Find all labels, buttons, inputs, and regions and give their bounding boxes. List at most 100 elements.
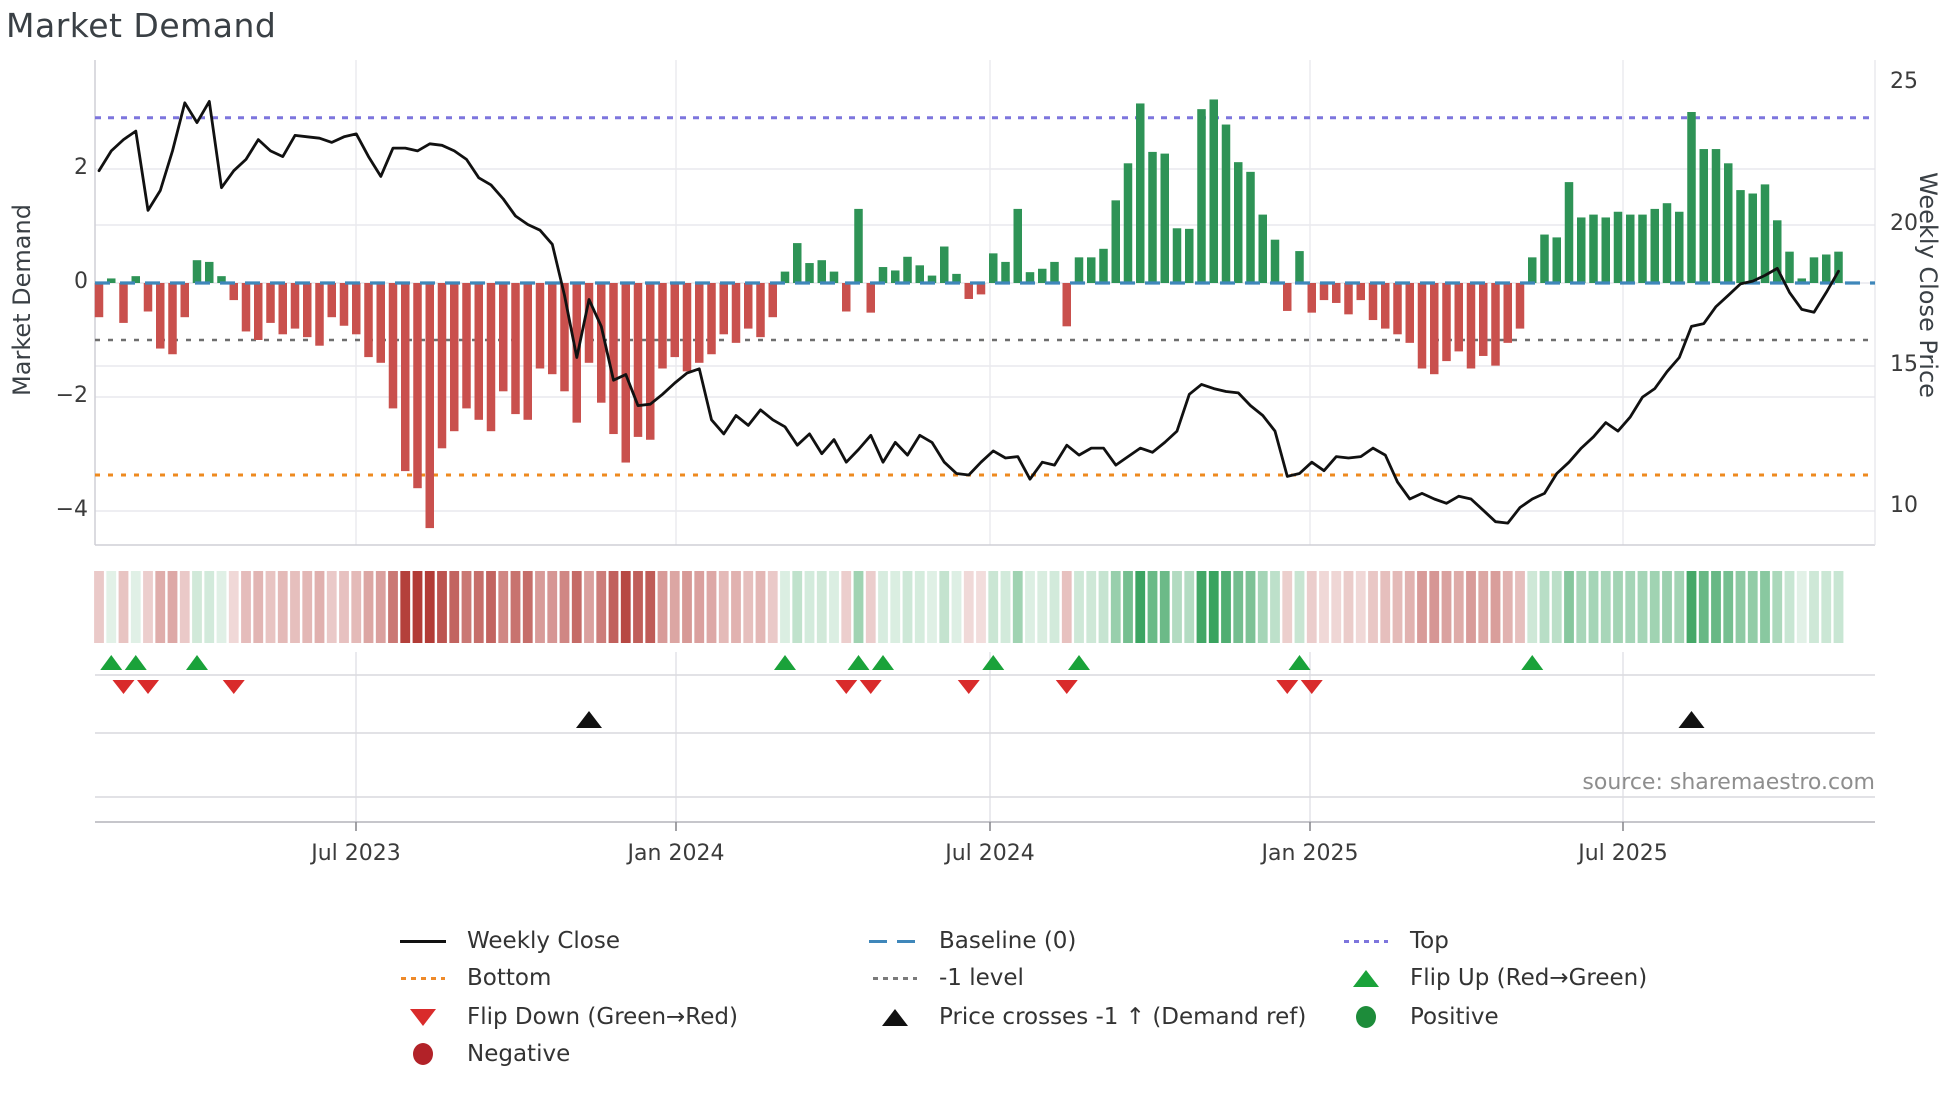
heatmap-cell bbox=[829, 571, 839, 643]
demand-bar-positive bbox=[989, 253, 998, 283]
demand-bar-positive bbox=[1613, 211, 1623, 283]
heatmap-cell bbox=[155, 571, 166, 643]
heatmap-cell bbox=[890, 571, 901, 643]
demand-bar-positive bbox=[1123, 163, 1133, 283]
demand-bar-negative bbox=[535, 283, 545, 369]
demand-bar-negative bbox=[290, 283, 300, 329]
demand-bar-positive bbox=[1528, 257, 1537, 283]
flip-down-marker-icon bbox=[1300, 680, 1323, 694]
heatmap-cell bbox=[302, 571, 313, 643]
heatmap-cell bbox=[1625, 571, 1636, 643]
legend-item-weekly-close: Weekly Close bbox=[391, 926, 620, 956]
heatmap-cell bbox=[522, 571, 533, 643]
heatmap-cell bbox=[584, 571, 594, 643]
demand-bar-negative bbox=[756, 283, 765, 338]
demand-bar-negative bbox=[560, 283, 569, 392]
legend-label: Flip Up (Red→Green) bbox=[1410, 965, 1648, 991]
demand-bar-positive bbox=[1270, 239, 1280, 283]
heatmap-cell bbox=[1123, 571, 1133, 643]
heatmap-cell bbox=[1502, 571, 1513, 643]
demand-bar-positive bbox=[780, 271, 790, 283]
flip-up-marker-icon bbox=[124, 655, 147, 670]
demand-bar-positive bbox=[1797, 278, 1806, 283]
heatmap-cell bbox=[1135, 571, 1146, 643]
demand-bar-negative bbox=[707, 283, 716, 355]
demand-bar-positive bbox=[940, 246, 949, 283]
demand-bar-negative bbox=[376, 283, 385, 363]
demand-bar-positive bbox=[1675, 211, 1684, 283]
demand-bar-positive bbox=[1172, 228, 1182, 283]
demand-bar-positive bbox=[878, 267, 888, 283]
top-line-icon bbox=[1334, 939, 1398, 943]
baseline-dash-icon bbox=[863, 939, 927, 943]
heatmap-cell bbox=[265, 571, 276, 643]
demand-bar-positive bbox=[1638, 214, 1647, 283]
bottom-line-icon bbox=[391, 976, 455, 980]
heatmap-cell bbox=[449, 571, 460, 643]
demand-bar-negative bbox=[180, 283, 189, 318]
demand-bar-positive bbox=[1013, 208, 1022, 283]
heatmap-cell bbox=[1025, 571, 1035, 643]
demand-bar-negative bbox=[1417, 283, 1427, 369]
heatmap-cell bbox=[816, 571, 827, 643]
heatmap-cell bbox=[1613, 571, 1623, 643]
heatmap-cell bbox=[755, 571, 766, 643]
heatmap-cell bbox=[1490, 571, 1501, 643]
demand-bar-positive bbox=[891, 270, 900, 283]
heatmap-cell bbox=[853, 571, 864, 643]
heatmap-cell bbox=[988, 571, 999, 643]
heatmap-cell bbox=[143, 571, 153, 643]
marker-panel bbox=[95, 652, 1875, 831]
demand-bar-negative bbox=[646, 283, 655, 440]
heatmap-cell bbox=[1110, 571, 1121, 643]
demand-bar-negative bbox=[1466, 283, 1476, 369]
heatmap-cell bbox=[510, 571, 521, 643]
demand-bar-negative bbox=[1332, 283, 1341, 303]
heatmap-cell bbox=[1821, 571, 1832, 643]
right-axis-tick-25: 25 bbox=[1890, 69, 1918, 94]
heatmap-cell bbox=[767, 571, 778, 643]
heatmap-cell bbox=[1037, 571, 1048, 643]
demand-bar-negative bbox=[266, 283, 275, 323]
heatmap-cell bbox=[682, 571, 692, 643]
heatmap-cell bbox=[1551, 571, 1562, 643]
flip-down-marker-icon bbox=[1276, 680, 1299, 694]
demand-bar-positive bbox=[1074, 257, 1084, 283]
demand-bar-positive bbox=[805, 263, 814, 283]
demand-bar-positive bbox=[1295, 251, 1304, 283]
demand-bar-negative bbox=[658, 283, 667, 369]
heatmap-cell bbox=[204, 571, 215, 643]
heatmap-cell bbox=[620, 571, 631, 643]
demand-bar-positive bbox=[952, 273, 961, 283]
demand-bar-negative bbox=[1442, 283, 1451, 362]
x-tick-jan-2025: Jan 2025 bbox=[1261, 841, 1359, 866]
demand-bar-negative bbox=[1381, 283, 1390, 329]
legend-item-minus-one-level: -1 level bbox=[863, 963, 1024, 993]
heatmap-cell bbox=[1098, 571, 1109, 643]
heatmap-cell bbox=[1233, 571, 1244, 643]
demand-bar-negative bbox=[976, 283, 986, 295]
demand-bar-positive bbox=[927, 275, 937, 283]
price-cross-marker-icon bbox=[1678, 711, 1705, 728]
heatmap-cell bbox=[351, 571, 362, 643]
heatmap-cell bbox=[1147, 571, 1158, 643]
price-cross-triangle-icon bbox=[863, 1008, 927, 1026]
heatmap-cell bbox=[963, 571, 974, 643]
demand-bar-positive bbox=[1258, 214, 1267, 283]
demand-bar-negative bbox=[303, 283, 312, 338]
heatmap-cell bbox=[339, 571, 349, 643]
demand-bar-negative bbox=[597, 283, 606, 403]
heatmap-cell bbox=[290, 571, 300, 643]
heatmap-cell bbox=[841, 571, 852, 643]
heatmap-cell bbox=[1588, 571, 1599, 643]
legend-item-negative: Negative bbox=[391, 1039, 570, 1069]
reference-lines bbox=[95, 116, 1875, 477]
demand-bar-negative bbox=[866, 283, 875, 313]
demand-bar-negative bbox=[523, 283, 532, 420]
heatmap-cell bbox=[326, 571, 337, 643]
flip-up-marker-icon bbox=[100, 655, 123, 670]
heatmap-cell bbox=[547, 571, 558, 643]
x-tick-jul-2024: Jul 2024 bbox=[945, 841, 1035, 866]
minus-one-line-icon bbox=[863, 976, 927, 980]
demand-bar-positive bbox=[793, 243, 802, 283]
